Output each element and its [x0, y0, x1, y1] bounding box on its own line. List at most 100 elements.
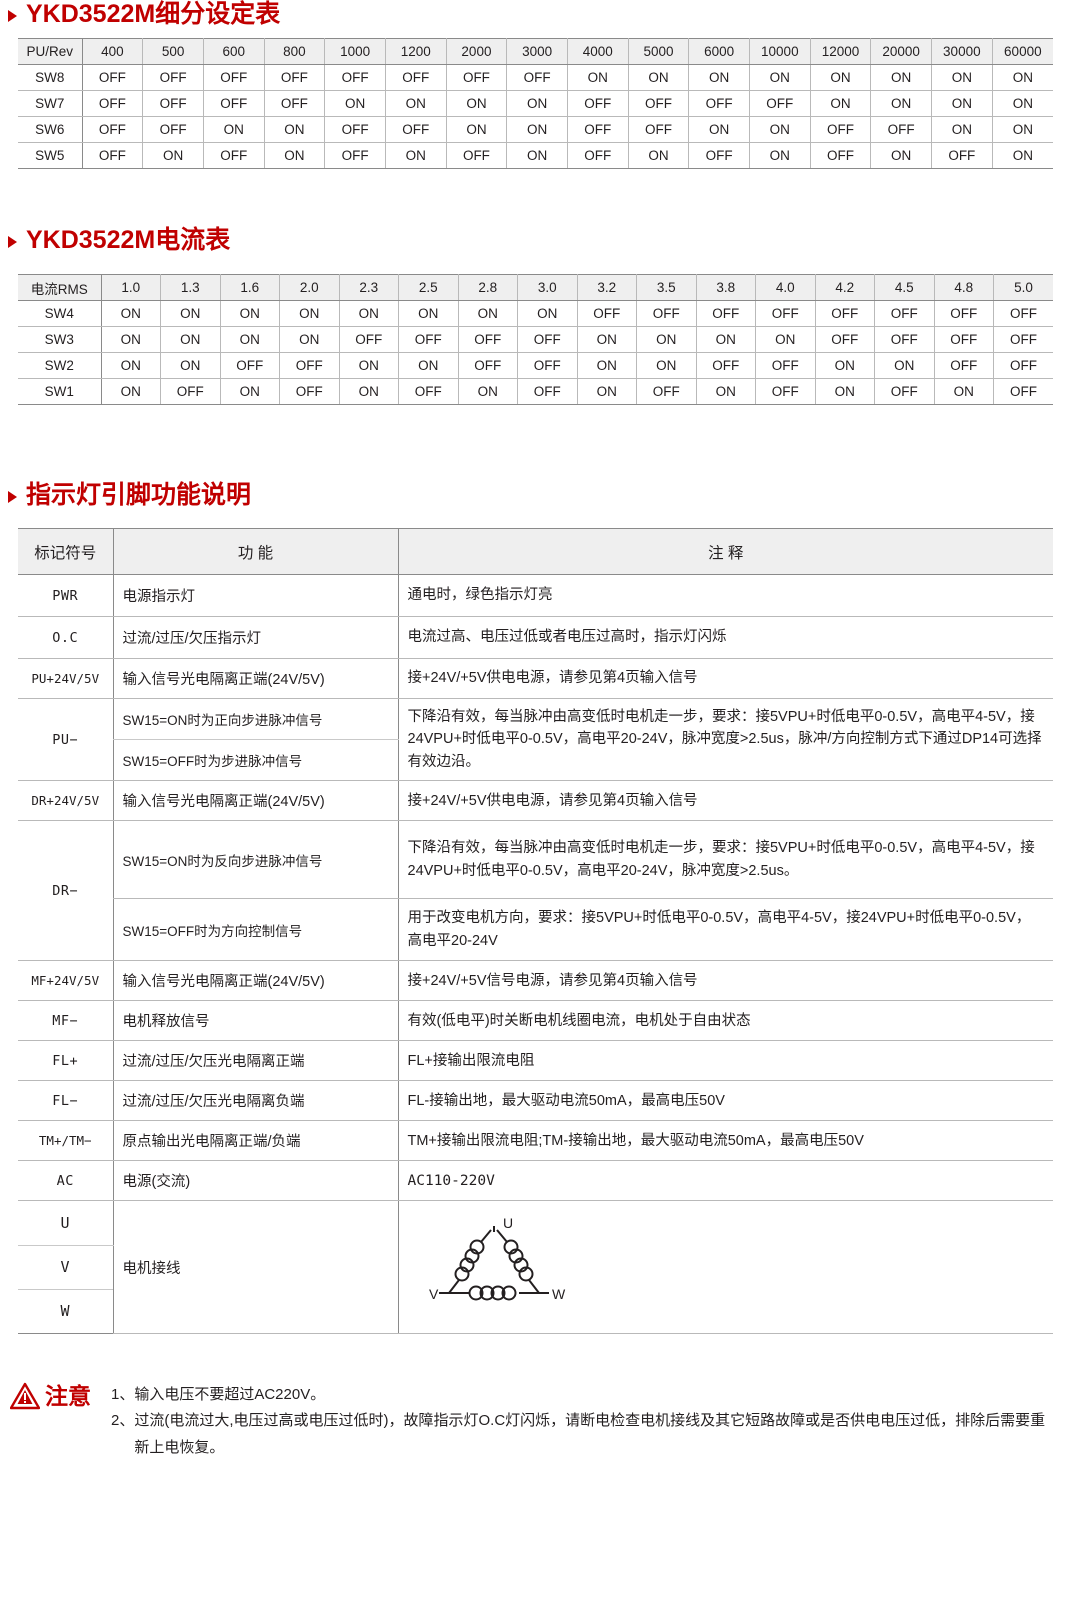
cell-note: 接+24V/+5V信号电源，请参见第4页输入信号	[397, 960, 1053, 1002]
cell-symbol: PU−	[18, 697, 113, 782]
switch-cell: ON	[930, 116, 993, 143]
switch-cell: ON	[100, 300, 161, 327]
switch-cell: ON	[279, 326, 340, 353]
switch-cell: ON	[991, 142, 1053, 169]
diagram-label-u: U	[503, 1215, 513, 1231]
switch-cell: ON	[627, 142, 690, 169]
switch-cell: ON	[506, 142, 568, 169]
table-row-motor-u: U 电机接线	[18, 1200, 1053, 1334]
table-row-pu-minus-a: PU− SW15=ON时为正向步进脉冲信号 下降沿有效，每当脉冲由高变低时电机走…	[18, 697, 1053, 782]
cell-note: 电流过高、电压过低或者电压过高时，指示灯闪烁	[397, 616, 1053, 659]
switch-cell: ON	[636, 352, 697, 379]
switch-cell: OFF	[398, 378, 459, 405]
table-row-pu-minus-b: SW15=OFF时为步进脉冲信号	[18, 739, 1053, 782]
switch-cell: OFF	[874, 378, 935, 405]
cell-function: 电机释放信号	[112, 1000, 398, 1042]
switch-cell: OFF	[993, 352, 1053, 379]
cell-function-sub1: SW15=ON时为反向步进脉冲信号	[112, 820, 398, 900]
microstep-corner-header: PU/Rev	[18, 38, 83, 65]
switch-cell: OFF	[874, 300, 935, 327]
switch-cell: ON	[755, 326, 816, 353]
switch-cell: OFF	[384, 64, 447, 91]
cell-motor-diagram: U V W	[397, 1200, 1053, 1334]
switch-cell: ON	[748, 142, 811, 169]
switch-cell: ON	[874, 352, 935, 379]
switch-cell: OFF	[874, 326, 935, 353]
triangle-right-icon	[8, 490, 17, 503]
switch-cell: OFF	[160, 378, 221, 405]
current-section-title: YKD3522M电流表	[26, 226, 231, 254]
switch-cell: OFF	[993, 378, 1053, 405]
cell-note-1: 下降沿有效，每当脉冲由高变低时电机走一步，要求：接5VPU+时低电平0-0.5V…	[397, 820, 1053, 900]
switch-cell: ON	[930, 64, 993, 91]
table-row: SW4 ON ON ON ON ON ON ON ON OFF OFF OFF OFF OFF OFF OFF…	[18, 300, 1053, 327]
notice-item: 1、 输入电压不要超过AC220V。	[111, 1382, 1070, 1408]
row-header: SW1	[18, 378, 102, 405]
switch-cell: OFF	[755, 300, 816, 327]
col-header: 5.0	[993, 274, 1053, 301]
switch-cell: OFF	[688, 142, 750, 169]
row-header: SW6	[18, 116, 83, 143]
table-row: SW7 OFF OFF OFF OFF ON ON ON ON OFF OFF OFF OFF ON ON O…	[18, 90, 1053, 117]
table-row: SW5 OFF ON OFF ON OFF ON OFF ON OFF ON OFF ON OFF ON OF…	[18, 142, 1053, 169]
switch-cell: ON	[279, 300, 340, 327]
table-header-row: 标记符号 功 能 注 释	[18, 528, 1053, 575]
switch-cell: OFF	[445, 64, 508, 91]
col-header: 4.8	[933, 274, 994, 301]
cell-function: 电源指示灯	[112, 574, 398, 617]
switch-cell: ON	[338, 352, 399, 379]
switch-cell: OFF	[933, 352, 994, 379]
switch-cell: OFF	[517, 326, 578, 353]
table-row-fl-minus: FL− 过流/过压/欠压光电隔离负端 FL-接输出地，最大驱动电流50mA，最高…	[18, 1080, 1053, 1122]
switch-cell: OFF	[338, 326, 399, 353]
switch-cell: ON	[688, 116, 750, 143]
microstep-table-wrap: PU/Rev 400 500 600 800 1000 1200 2000 3000 4000 5…	[18, 38, 1053, 169]
cell-note: FL-接输出地，最大驱动电流50mA，最高电压50V	[397, 1080, 1053, 1122]
notice-item-number: 1、	[111, 1386, 135, 1403]
switch-cell: OFF	[993, 300, 1053, 327]
switch-cell: OFF	[279, 378, 340, 405]
triangle-right-icon	[8, 9, 17, 22]
col-header: 1200	[384, 38, 447, 65]
switch-cell: ON	[506, 90, 568, 117]
switch-cell: ON	[748, 116, 811, 143]
microstep-setting-table: PU/Rev 400 500 600 800 1000 1200 2000 3000 4000 5…	[18, 38, 1053, 169]
switch-cell: ON	[445, 116, 508, 143]
cell-note: 有效(低电平)时关断电机线圈电流，电机处于自由状态	[397, 1000, 1053, 1042]
switch-cell: ON	[576, 352, 637, 379]
table-header-row: PU/Rev 400 500 600 800 1000 1200 2000 3000 4000 5…	[18, 38, 1053, 65]
switch-cell: ON	[219, 378, 280, 405]
cell-symbol: DR+24V/5V	[18, 780, 113, 822]
delta-winding-diagram: U V W	[429, 1215, 566, 1302]
cell-symbol: PWR	[18, 574, 113, 617]
cell-function: 输入信号光电隔离正端(24V/5V)	[112, 960, 398, 1002]
col-header-note: 注 释	[397, 528, 1053, 575]
switch-cell: OFF	[398, 326, 459, 353]
switch-cell: ON	[870, 142, 932, 169]
switch-cell: OFF	[933, 300, 994, 327]
switch-cell: OFF	[457, 352, 518, 379]
switch-cell: OFF	[324, 116, 386, 143]
notice-header: 注意	[10, 1380, 91, 1410]
table-row-mf-plus: MF+24V/5V 输入信号光电隔离正端(24V/5V) 接+24V/+5V信号…	[18, 960, 1053, 1002]
switch-cell: ON	[576, 326, 637, 353]
switch-cell: ON	[809, 90, 872, 117]
switch-cell: ON	[814, 378, 875, 405]
switch-cell: OFF	[263, 90, 326, 117]
notice-items: 1、 输入电压不要超过AC220V。 2、 过流(电流过大,电压过高或电压过低时…	[99, 1380, 1070, 1461]
cell-note: 接+24V/+5V供电电源，请参见第4页输入信号	[397, 658, 1053, 699]
switch-cell: ON	[142, 142, 204, 169]
col-header: 20000	[870, 38, 932, 65]
table-row-motor-v: V	[18, 1245, 1053, 1290]
switch-cell: ON	[457, 378, 518, 405]
current-setting-table: 电流RMS 1.0 1.3 1.6 2.0 2.3 2.5 2.8 3.0 3.2 3.5 3.8 4…	[18, 274, 1053, 405]
table-header-row: 电流RMS 1.0 1.3 1.6 2.0 2.3 2.5 2.8 3.0 3.2 3.5 3.8 4…	[18, 274, 1053, 301]
cell-symbol: MF−	[18, 1000, 113, 1042]
switch-cell: OFF	[755, 378, 816, 405]
switch-cell: OFF	[576, 300, 637, 327]
switch-cell: ON	[566, 64, 629, 91]
switch-cell: ON	[100, 326, 161, 353]
switch-cell: ON	[445, 90, 508, 117]
switch-cell: OFF	[933, 326, 994, 353]
switch-cell: ON	[398, 300, 459, 327]
